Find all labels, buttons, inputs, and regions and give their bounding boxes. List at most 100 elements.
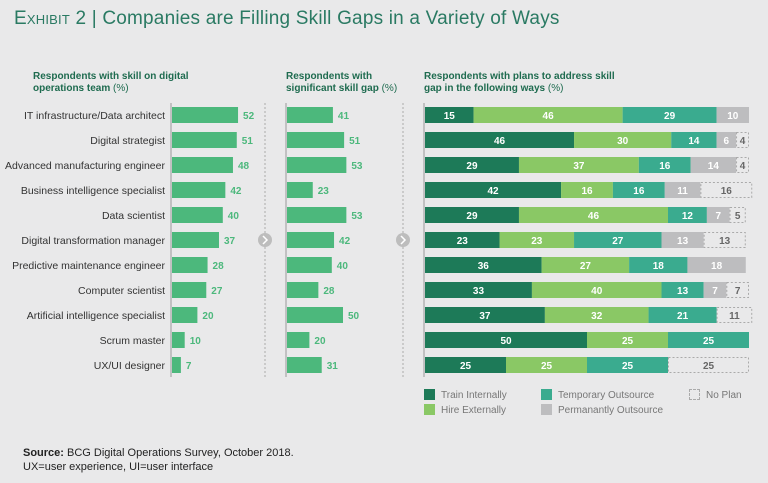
skill-bar <box>172 107 239 123</box>
segment-noplan <box>736 132 749 148</box>
gap-value-label: 50 <box>348 311 360 322</box>
skill-bar <box>172 182 226 198</box>
segment-noplan <box>668 357 749 373</box>
segment-label: 16 <box>659 161 671 172</box>
segment-temp <box>629 257 688 273</box>
category-label: Digital strategist <box>90 135 165 147</box>
category-label: Predictive maintenance engineer <box>12 260 165 272</box>
gap-bar <box>287 357 322 373</box>
gap-bar <box>287 232 335 248</box>
legend-label-hire: Hire Externally <box>441 405 507 416</box>
gap-bar <box>287 282 319 298</box>
arrow-icon-2 <box>396 233 410 247</box>
exhibit-number: Exhibit 2 <box>14 8 87 29</box>
segment-label: 36 <box>478 261 490 272</box>
gap-value-label: 41 <box>338 111 350 122</box>
segment-temp <box>587 357 668 373</box>
legend-swatch-train <box>424 389 435 400</box>
segment-train <box>425 207 519 223</box>
gap-value-label: 53 <box>351 211 363 222</box>
segment-label: 16 <box>581 186 593 197</box>
panel1-header: Respondents with skill on digital operat… <box>33 71 193 95</box>
skill-bar <box>172 157 233 173</box>
segment-perm <box>706 207 730 223</box>
segment-label: 33 <box>473 286 485 297</box>
legend-hire: Hire Externally <box>424 404 506 416</box>
gap-value-label: 51 <box>349 136 361 147</box>
category-label: Artificial intelligence specialist <box>27 310 165 322</box>
segment-train <box>425 357 506 373</box>
category-label: Business intelligence specialist <box>21 185 165 197</box>
segment-train <box>425 182 562 198</box>
skill-value-label: 48 <box>238 161 250 172</box>
panel1-header-text: Respondents with skill on digital operat… <box>33 71 189 94</box>
segment-train <box>425 282 532 298</box>
segment-label: 23 <box>531 236 543 247</box>
segment-hire <box>544 307 649 323</box>
segment-label: 29 <box>664 111 676 122</box>
gap-bar <box>287 182 313 198</box>
exhibit-title: Exhibit 2 | Companies are Filling Skill … <box>14 8 560 30</box>
segment-perm <box>716 107 749 123</box>
gap-value-label: 40 <box>337 261 349 272</box>
segment-label: 25 <box>703 336 715 347</box>
skill-value-label: 28 <box>213 261 225 272</box>
gap-bar <box>287 107 333 123</box>
segment-temp <box>622 107 717 123</box>
skill-bar <box>172 232 219 248</box>
panel3-header-text: Respondents with plans to address skill … <box>424 71 615 94</box>
segment-label: 10 <box>727 111 739 122</box>
title-text: Companies are Filling Skill Gaps in a Va… <box>102 8 560 29</box>
segment-label: 32 <box>591 311 603 322</box>
segment-noplan <box>736 157 749 173</box>
segment-label: 46 <box>543 111 555 122</box>
gap-value-label: 23 <box>318 186 330 197</box>
skill-bar <box>172 332 185 348</box>
segment-temp <box>661 282 704 298</box>
panel2-header-text: Respondents with significant skill gap <box>286 71 379 94</box>
segment-perm <box>664 182 701 198</box>
segment-label: 25 <box>622 336 634 347</box>
skill-value-label: 51 <box>242 136 254 147</box>
segment-hire <box>541 257 630 273</box>
category-label: IT infrastructure/Data architect <box>24 110 165 122</box>
segment-label: 15 <box>444 111 456 122</box>
skill-bar <box>172 207 223 223</box>
segment-label: 40 <box>591 286 603 297</box>
segment-label: 4 <box>740 161 746 172</box>
legend-noplan: No Plan <box>689 389 742 401</box>
segment-hire <box>531 282 662 298</box>
skill-bar <box>172 307 198 323</box>
source-text: BCG Digital Operations Survey, October 2… <box>67 447 294 459</box>
segment-label: 30 <box>617 136 629 147</box>
legend-swatch-noplan <box>689 389 700 400</box>
category-label: Scrum master <box>100 335 166 347</box>
segment-hire <box>473 107 623 123</box>
segment-label: 16 <box>633 186 645 197</box>
skill-value-label: 42 <box>230 186 242 197</box>
category-label: Data scientist <box>102 210 165 222</box>
legend-swatch-hire <box>424 404 435 415</box>
skill-bar <box>172 357 181 373</box>
segment-train <box>425 107 474 123</box>
gap-bar <box>287 307 343 323</box>
segment-label: 23 <box>457 236 469 247</box>
skill-value-label: 20 <box>202 311 214 322</box>
segment-hire <box>587 332 668 348</box>
gap-value-label: 53 <box>351 161 363 172</box>
segment-noplan <box>726 282 750 298</box>
segment-label: 25 <box>703 361 715 372</box>
segment-label: 6 <box>724 136 730 147</box>
legend-train: Train Internally <box>424 389 507 401</box>
segment-label: 27 <box>580 261 592 272</box>
segment-temp <box>612 182 665 198</box>
segment-label: 12 <box>682 211 694 222</box>
category-label: Computer scientist <box>78 285 165 297</box>
segment-perm <box>687 257 746 273</box>
segment-label: 37 <box>573 161 585 172</box>
legend-swatch-temp <box>541 389 552 400</box>
segment-label: 7 <box>735 286 741 297</box>
skill-value-label: 10 <box>190 336 202 347</box>
category-label: Advanced manufacturing engineer <box>5 160 165 172</box>
